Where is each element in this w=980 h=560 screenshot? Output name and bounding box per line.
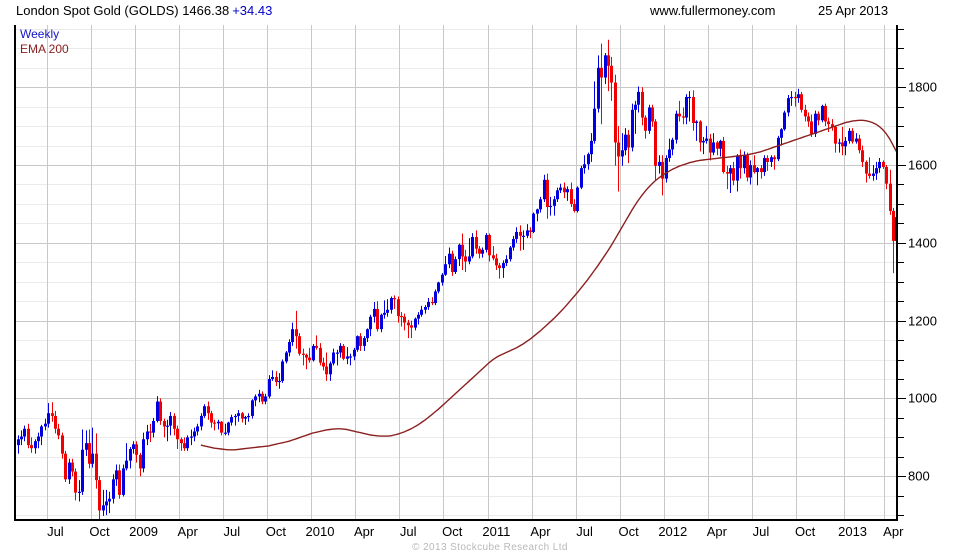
y-axis-tick [898,378,904,380]
y-axis-tick [898,223,904,225]
x-axis-label: 2011 [482,524,511,539]
y-axis-tick [898,340,904,342]
legend-item-weekly: Weekly [20,27,60,41]
candlestick-svg [16,25,896,519]
y-axis-tick [898,48,904,50]
grid-minor-horizontal [16,29,896,516]
y-axis-tick [898,359,904,361]
y-axis-tick [898,515,904,517]
y-axis: 800 1000 1200 1400 1600 1800 [898,25,980,523]
y-axis-label: 1600 [908,157,937,173]
website-label: www.fullermoney.com [650,3,776,18]
x-axis-label: 2012 [658,524,688,539]
x-axis-label: Jul [223,524,241,539]
x-axis-label: Jul [576,524,593,539]
x-axis-label: 2009 [129,524,159,539]
instrument-title: London Spot Gold (GOLDS) 1466.38 [16,3,230,18]
y-axis-tick [898,301,904,303]
x-axis-label: Oct [265,524,286,539]
grid-vertical [47,25,885,519]
x-axis-label: Apr [530,524,551,539]
grid-major-horizontal [16,87,896,477]
y-axis-tick [898,28,904,30]
y-axis-tick [898,203,904,205]
ema-200-line [200,119,896,451]
y-axis-tick [898,398,906,400]
y-axis-label: 1800 [908,79,937,95]
y-axis-tick [898,165,906,167]
price-chart-plot-area[interactable] [14,25,898,521]
y-axis-tick [898,456,904,458]
y-axis-tick [898,417,904,419]
y-axis-tick [898,437,904,439]
y-axis-label: 1400 [908,235,937,251]
x-axis-label: 2013 [838,524,868,539]
y-axis-tick [898,87,906,89]
x-axis-label: Apr [353,524,375,539]
y-axis-tick [898,67,904,69]
x-axis-label: Jul [399,524,417,539]
price-change: +34.43 [232,3,273,18]
x-axis-label: Oct [794,524,816,539]
y-axis-tick [898,320,906,322]
chart-date: 25 Apr 2013 [818,3,889,18]
page-title: London Spot Gold (GOLDS) 1466.38 +34.43 [16,3,272,18]
y-axis-tick [898,281,904,283]
chart-header: London Spot Gold (GOLDS) 1466.38 +34.43 w… [0,0,980,24]
x-axis-label: Apr [706,524,727,539]
x-axis-label: Oct [89,524,110,539]
x-axis-label: Apr [883,524,904,539]
y-axis-label: 800 [908,468,930,484]
x-axis-label: Oct [442,524,463,539]
y-axis-tick [898,242,906,244]
y-axis-tick [898,126,904,128]
x-axis: Jul Oct 2009 Apr Jul Oct 2010 Apr Jul Oct 2011 Apr J… [0,522,980,544]
legend-item-ema200: EMA 200 [20,42,69,56]
y-axis-label: 1200 [908,313,937,329]
candlestick-series [17,39,896,519]
y-axis-tick [898,145,904,147]
copyright-footer: © 2013 Stockcube Research Ltd [412,542,568,553]
y-axis-tick [898,184,904,186]
x-axis-label: Apr [177,524,198,539]
y-axis-tick [898,106,904,108]
x-axis-label: Jul [47,524,64,539]
y-axis-label: 1000 [908,390,937,406]
x-axis-label: 2010 [305,524,335,539]
y-axis-tick [898,262,904,264]
x-axis-label: Oct [618,524,639,539]
y-axis-tick [898,476,906,478]
x-axis-label: Jul [752,524,770,539]
chart-legend: Weekly EMA 200 [20,27,69,57]
y-axis-tick [898,495,904,497]
